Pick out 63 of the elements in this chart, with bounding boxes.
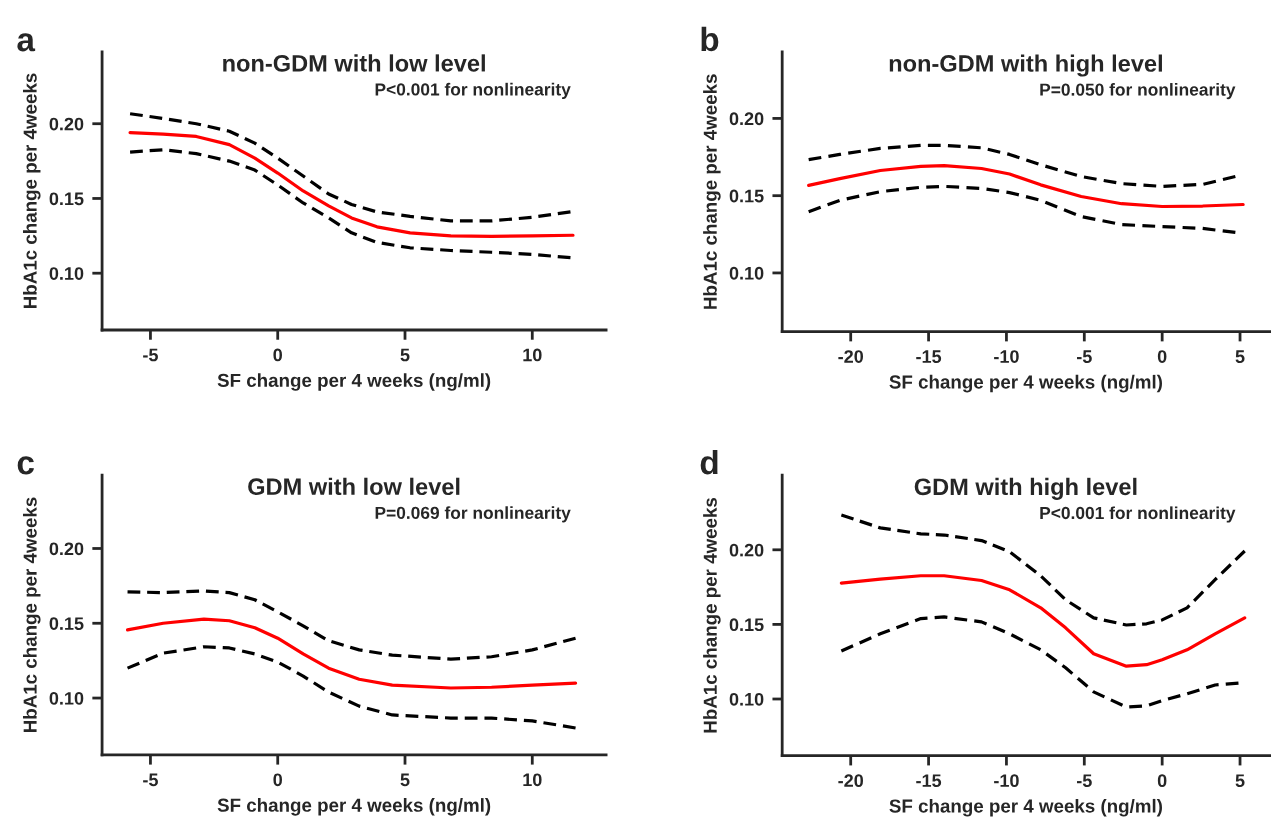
- x-tick-label: -5: [1076, 350, 1092, 363]
- y-tick-label: 0.20: [729, 112, 764, 126]
- text: a: [17, 33, 36, 52]
- x-axis-title: SF change per 4 weeks (ng/ml): [889, 374, 1162, 393]
- line-series: [128, 131, 575, 239]
- y-tick-label: 0.15: [729, 189, 764, 203]
- x-axis-title: SF change per 4 weeks (ng/ml): [217, 373, 491, 391]
- annotation: P=0.050 for nonlinearity: [1040, 83, 1236, 100]
- text: d: [700, 449, 718, 475]
- x-tick-label: -10: [994, 774, 1019, 788]
- line-series: [807, 164, 1245, 209]
- y-tick-label: 0.10: [729, 692, 764, 706]
- x-tick-label: -5: [143, 773, 158, 787]
- text: c: [17, 456, 34, 475]
- line-series: [125, 589, 578, 661]
- y-axis-title: HbA1c change per 4weeks: [22, 497, 41, 733]
- y-tick-label: 0.10: [49, 267, 84, 280]
- chart-title: GDM with high level: [914, 477, 1137, 500]
- y-tick-label: 0.20: [49, 542, 84, 556]
- line-series: [839, 615, 1241, 709]
- y-axis-title: HbA1c change per 4weeks: [22, 73, 41, 309]
- line-series: [128, 148, 573, 260]
- x-tick-label: 5: [400, 348, 410, 362]
- y-tick-label: 0.10: [729, 266, 764, 280]
- line-series: [128, 112, 573, 223]
- x-tick-label: 0: [1157, 774, 1167, 788]
- line-series: [839, 574, 1247, 668]
- line-series: [807, 143, 1237, 188]
- x-tick-label: 10: [523, 348, 542, 362]
- x-axis-title: SF change per 4 weeks (ng/ml): [889, 798, 1162, 817]
- line-series: [125, 645, 578, 730]
- line-series: [125, 617, 578, 690]
- y-axis-title: HbA1c change per 4weeks: [703, 74, 721, 309]
- x-tick-label: -5: [143, 348, 158, 362]
- x-tick-label: 10: [523, 773, 542, 787]
- x-tick-label: -15: [916, 774, 942, 788]
- x-tick-label: 0: [1157, 350, 1167, 363]
- x-tick-label: -10: [994, 350, 1019, 363]
- x-tick-label: -15: [916, 350, 942, 363]
- y-tick-label: 0.10: [49, 691, 84, 705]
- x-tick-label: 0: [273, 348, 282, 362]
- chart-title: non-GDM with low level: [223, 54, 485, 72]
- line-series: [807, 184, 1237, 235]
- y-tick-label: 0.20: [49, 117, 84, 131]
- y-axis-title: HbA1c change per 4weeks: [703, 497, 721, 733]
- x-axis-title: SF change per 4 weeks (ng/ml): [217, 798, 491, 816]
- x-tick-label: 5: [1235, 774, 1245, 788]
- x-tick-label: 5: [400, 773, 410, 787]
- x-tick-label: -20: [838, 350, 864, 363]
- chart-title: GDM with low level: [248, 477, 460, 496]
- x-tick-label: 0: [273, 773, 282, 787]
- y-tick-label: 0.20: [729, 543, 764, 557]
- y-tick-label: 0.15: [49, 617, 84, 630]
- annotation: P<0.001 for nonlinearity: [375, 82, 571, 99]
- annotation: P=0.069 for nonlinearity: [375, 506, 571, 523]
- x-tick-label: -20: [838, 774, 864, 788]
- y-tick-label: 0.15: [729, 618, 764, 632]
- text: b: [701, 26, 719, 52]
- x-tick-label: -5: [1076, 774, 1092, 788]
- chart-title: non-GDM with high level: [889, 54, 1162, 77]
- annotation: P<0.001 for nonlinearity: [1040, 506, 1236, 523]
- x-tick-label: 5: [1235, 350, 1245, 363]
- y-tick-label: 0.15: [49, 192, 84, 206]
